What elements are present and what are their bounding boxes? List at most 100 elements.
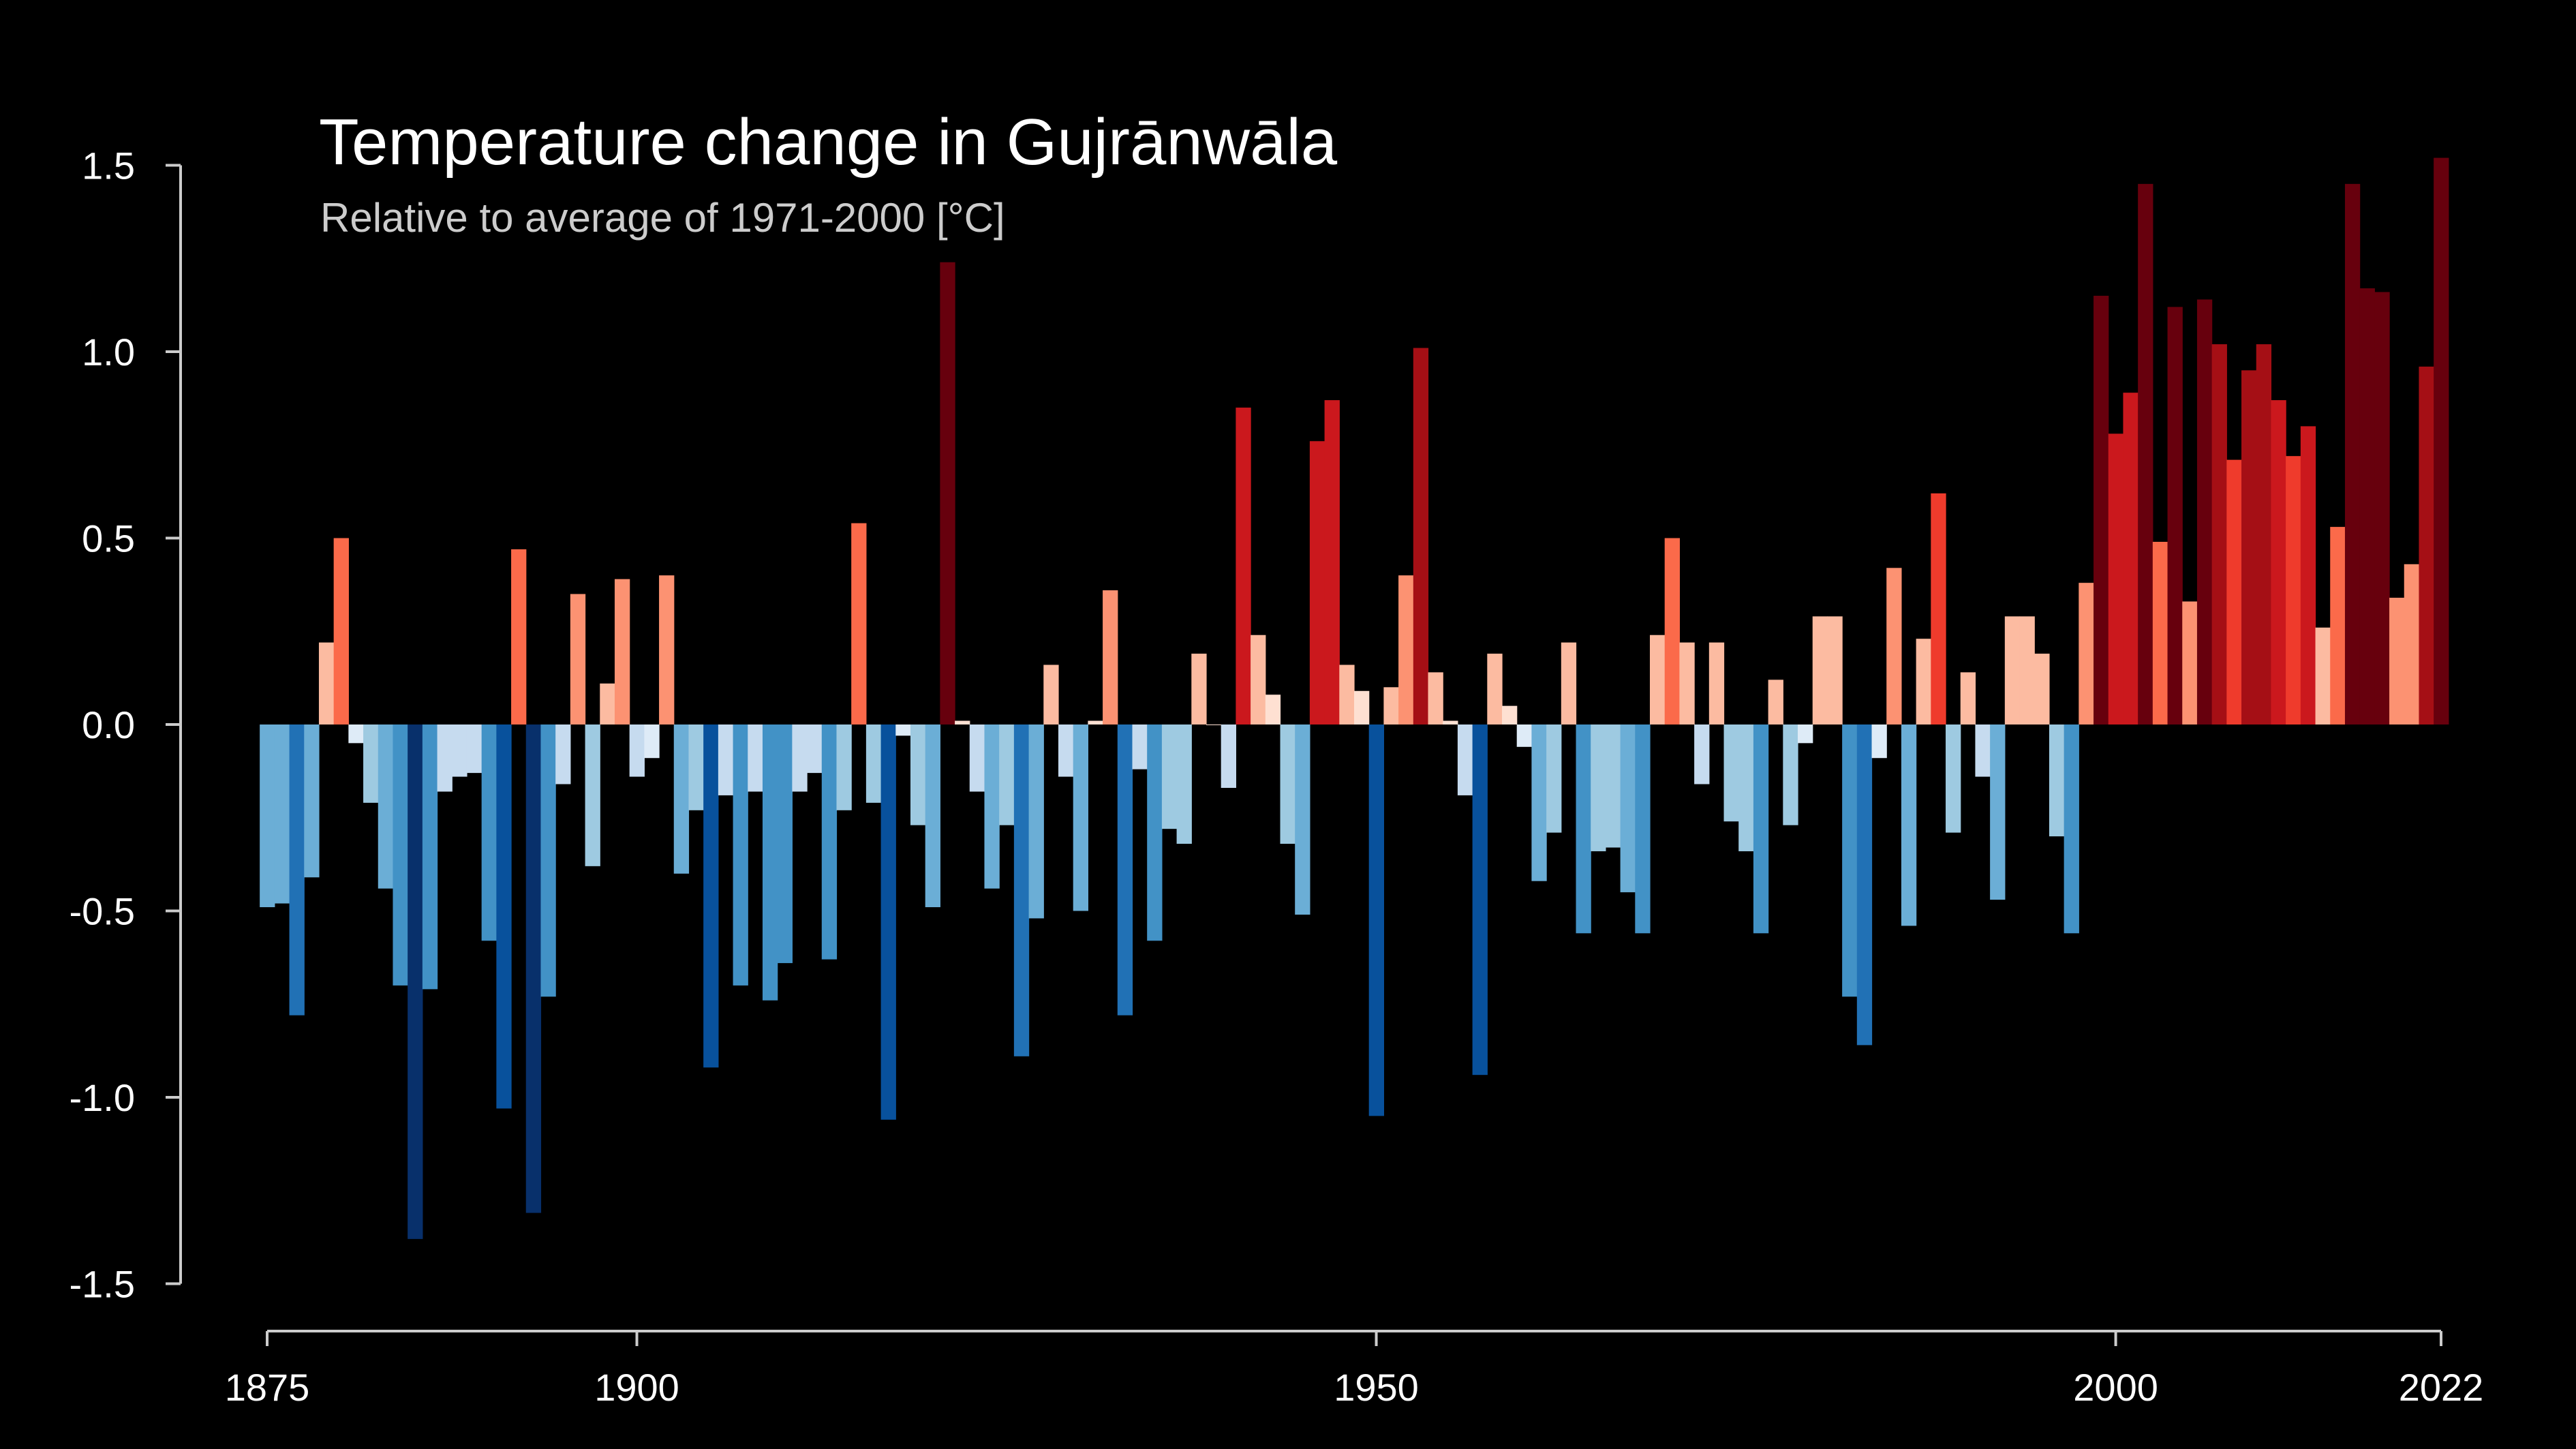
bar-1986 [1901,724,1917,926]
bar-1974 [1723,724,1739,822]
bar-2009 [2241,370,2257,724]
bar-1883 [378,724,394,889]
bar-1960 [1516,724,1533,747]
bar-1991 [1975,724,1991,777]
bar-2022 [2434,157,2449,724]
bar-2020 [2404,564,2420,724]
bar-1971 [1679,642,1695,724]
bar-1933 [1117,724,1133,1016]
bar-1903 [673,724,690,874]
bar-1908 [748,724,763,792]
bar-2018 [2374,292,2390,725]
bar-1954 [1428,672,1443,724]
bar-1904 [688,724,704,810]
bar-1894 [540,724,556,997]
x-tick-label: 2000 [2073,1366,2158,1409]
bar-1901 [644,724,660,759]
bar-2005 [2182,601,2198,724]
bar-1973 [1708,642,1725,724]
bar-1999 [2094,295,2109,724]
bar-1906 [718,724,734,795]
bar-1902 [659,575,675,724]
bar-1951 [1383,687,1399,724]
bar-1972 [1694,724,1710,784]
bar-1953 [1413,348,1429,724]
bar-1919 [910,724,926,825]
bar-1987 [1916,639,1931,724]
bar-1940 [1221,724,1236,788]
bar-1876 [274,724,290,904]
y-tick-label: -0.5 [70,890,136,933]
bar-1926 [1013,724,1030,1056]
bar-2002 [2138,183,2153,725]
bar-1977 [1768,680,1783,724]
bar-2004 [2167,307,2183,724]
bar-2011 [2271,400,2286,724]
bar-1959 [1502,705,1518,724]
bar-1936 [1161,724,1178,829]
bar-1998 [2079,583,2094,724]
bar-2003 [2152,541,2168,724]
bar-1952 [1398,575,1414,724]
bar-1881 [348,724,364,744]
bar-2017 [2359,288,2375,724]
bar-1983 [1856,724,1873,1046]
bar-1893 [525,724,542,1213]
y-tick-label: 1.5 [82,144,135,187]
bar-1898 [600,683,615,724]
bar-1878 [304,724,320,878]
y-tick-label: 0.5 [82,517,135,560]
bars-group [260,157,2449,1239]
bar-1924 [984,724,1000,889]
x-tick-label: 1875 [225,1366,310,1409]
bar-1929 [1058,724,1074,777]
bar-1891 [496,724,512,1109]
bar-1930 [1073,724,1088,911]
bar-1956 [1457,724,1473,795]
bar-1962 [1546,724,1562,833]
bar-1955 [1443,720,1458,724]
bar-1944 [1280,724,1295,844]
y-tick-label: 0.0 [82,703,135,746]
bar-1931 [1088,720,1103,724]
bar-2013 [2300,426,2316,724]
bar-1992 [1990,724,2006,900]
bar-1927 [1028,724,1044,919]
bar-1967 [1620,724,1636,893]
bar-1888 [452,724,467,777]
bar-1958 [1487,654,1503,724]
bar-1947 [1324,400,1340,724]
y-tick-label: 1.0 [82,331,135,373]
bar-1890 [481,724,497,941]
bar-1916 [865,724,882,803]
bar-2016 [2344,183,2361,725]
bar-1981 [1827,616,1843,724]
y-tick-label: -1.0 [70,1076,136,1119]
bar-1892 [511,549,527,724]
chart-title: Temperature change in Gujrānwāla [319,106,1338,179]
bar-2001 [2123,393,2138,724]
bar-1976 [1753,724,1769,934]
bar-1961 [1531,724,1547,881]
bar-1905 [703,724,719,1068]
bar-1932 [1103,590,1118,724]
bar-1963 [1561,642,1577,724]
bar-1912 [807,724,823,774]
x-tick-label: 1900 [594,1366,679,1409]
bar-1897 [585,724,600,866]
bar-1966 [1605,724,1621,848]
bar-1923 [969,724,985,792]
bar-1943 [1265,695,1281,724]
bar-1910 [777,724,793,964]
bar-1969 [1650,635,1666,724]
bar-2012 [2286,456,2301,724]
bar-1988 [1931,493,1946,724]
bar-1918 [895,724,911,736]
bar-1896 [570,594,586,724]
bar-1946 [1309,441,1325,724]
bar-1975 [1738,724,1754,851]
bar-1980 [1812,616,1828,724]
bar-1875 [260,724,275,908]
bar-2006 [2196,299,2213,724]
